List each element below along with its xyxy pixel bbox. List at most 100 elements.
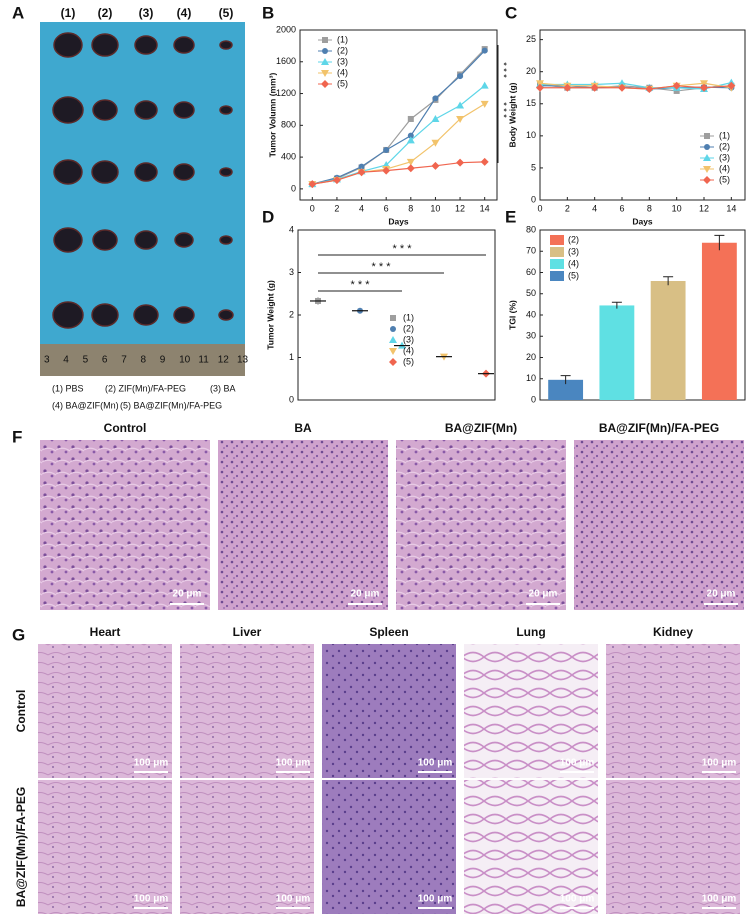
x-axis-label: Days [388, 216, 409, 226]
legend-text: (5) BA@ZIF(Mn)/FA-PEG [120, 400, 222, 410]
marker [382, 166, 391, 175]
histology-image [218, 440, 388, 610]
ruler-number: 11 [198, 355, 209, 366]
legend-label: (3) [403, 334, 414, 344]
x-tick-label: 0 [537, 203, 542, 213]
scale-bar-label: 100 μm [418, 894, 453, 905]
organ-image [38, 644, 172, 778]
marker [383, 146, 390, 153]
column-label: (4) [177, 6, 192, 20]
legend-label: (1) [403, 312, 414, 322]
y-tick-label: 30 [526, 331, 536, 341]
marker [590, 83, 599, 92]
organ-image [606, 644, 740, 778]
error-bar [714, 234, 725, 251]
y-tick-label: 80 [526, 224, 536, 234]
marker [456, 158, 465, 167]
y-tick-label: 50 [526, 288, 536, 298]
marker [645, 85, 654, 94]
tumor [53, 159, 83, 185]
column-label: (2) [98, 6, 113, 20]
marker [618, 83, 626, 92]
y-tick-label: 0 [531, 394, 536, 404]
ruler-number: 10 [179, 355, 191, 366]
y-tick-label: 2000 [276, 24, 296, 34]
x-tick-label: 14 [480, 203, 490, 213]
marker [456, 115, 465, 123]
tumor [91, 303, 119, 327]
legend-label: (3) [719, 152, 730, 162]
histology-image [574, 440, 744, 610]
bar [701, 242, 737, 400]
x-tick-label: 12 [699, 203, 709, 213]
legend-label: (5) [403, 356, 414, 366]
marker [406, 164, 415, 173]
ruler-number: 6 [102, 355, 108, 366]
scale-bar-label: 20 μm [529, 589, 558, 600]
legend-label: (2) [337, 45, 348, 55]
marker [407, 115, 414, 122]
column-label: Heart [90, 625, 121, 639]
column-label: Kidney [653, 625, 693, 639]
legend-marker [389, 358, 397, 366]
legend-text: (2) ZIF(Mn)/FA-PEG [105, 383, 186, 393]
bar [650, 281, 686, 400]
marker [406, 136, 415, 144]
legend-marker [322, 37, 328, 43]
column-label: Liver [233, 625, 262, 639]
legend-marker [322, 48, 328, 54]
ruler-number: 13 [237, 355, 249, 366]
tumor [134, 35, 158, 55]
marker [480, 157, 489, 166]
y-tick-label: 10 [526, 130, 536, 140]
tumor [174, 232, 194, 248]
tumor [173, 306, 195, 324]
scale-bar-label: 100 μm [276, 894, 311, 905]
ruler-number: 9 [160, 355, 166, 366]
tumors [52, 32, 234, 329]
legend-label: (1) [337, 34, 348, 44]
legend-label: (4) [337, 67, 348, 77]
series-line [540, 82, 732, 90]
legend-marker [321, 70, 329, 77]
significance: * * * [351, 279, 371, 291]
y-axis-label: TGI (%) [507, 300, 517, 330]
legend-text: (1) PBS [52, 383, 84, 393]
column-label: (5) [219, 6, 234, 20]
marker [481, 47, 488, 54]
legend-label: (4) [568, 258, 579, 268]
bar [548, 379, 584, 400]
scale-bar-label: 100 μm [134, 894, 169, 905]
y-tick-label: 10 [526, 373, 536, 383]
panel-label: B [262, 3, 274, 22]
legend-marker [390, 315, 396, 321]
legend-marker [704, 133, 710, 139]
x-tick-label: 4 [359, 203, 364, 213]
series-line [312, 85, 486, 185]
ruler-number: 7 [121, 355, 127, 366]
x-axis-label: Days [632, 216, 653, 226]
legend-swatch [550, 235, 564, 245]
marker [357, 168, 366, 177]
scale-bar-label: 100 μm [418, 758, 453, 769]
marker [673, 87, 680, 94]
tumor [173, 36, 195, 54]
scale-bar-label: 100 μm [702, 894, 737, 905]
tumor [91, 160, 119, 184]
ruler-number: 8 [141, 355, 147, 366]
y-tick-label: 2 [289, 309, 294, 319]
legend-label: (4) [403, 345, 414, 355]
bar [599, 305, 635, 400]
x-tick-label: 2 [334, 203, 339, 213]
ruler-number: 5 [83, 355, 89, 366]
significance: * * * [499, 62, 509, 78]
tumor [134, 100, 158, 120]
legend-marker [321, 58, 329, 65]
histology-image [40, 440, 210, 610]
legend-marker [389, 336, 397, 343]
legend-marker [703, 154, 711, 161]
tumor [52, 96, 84, 124]
scale-bar-label: 100 μm [134, 758, 169, 769]
legend-marker [389, 348, 397, 355]
